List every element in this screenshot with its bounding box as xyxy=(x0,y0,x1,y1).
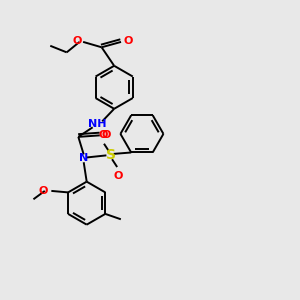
Text: O: O xyxy=(99,130,108,140)
Text: O: O xyxy=(102,130,111,140)
Text: O: O xyxy=(113,171,122,181)
Text: O: O xyxy=(123,36,133,46)
Text: N: N xyxy=(79,153,88,164)
Text: S: S xyxy=(106,148,116,162)
Text: O: O xyxy=(72,36,82,46)
Text: O: O xyxy=(38,186,48,196)
Text: NH: NH xyxy=(88,119,106,129)
